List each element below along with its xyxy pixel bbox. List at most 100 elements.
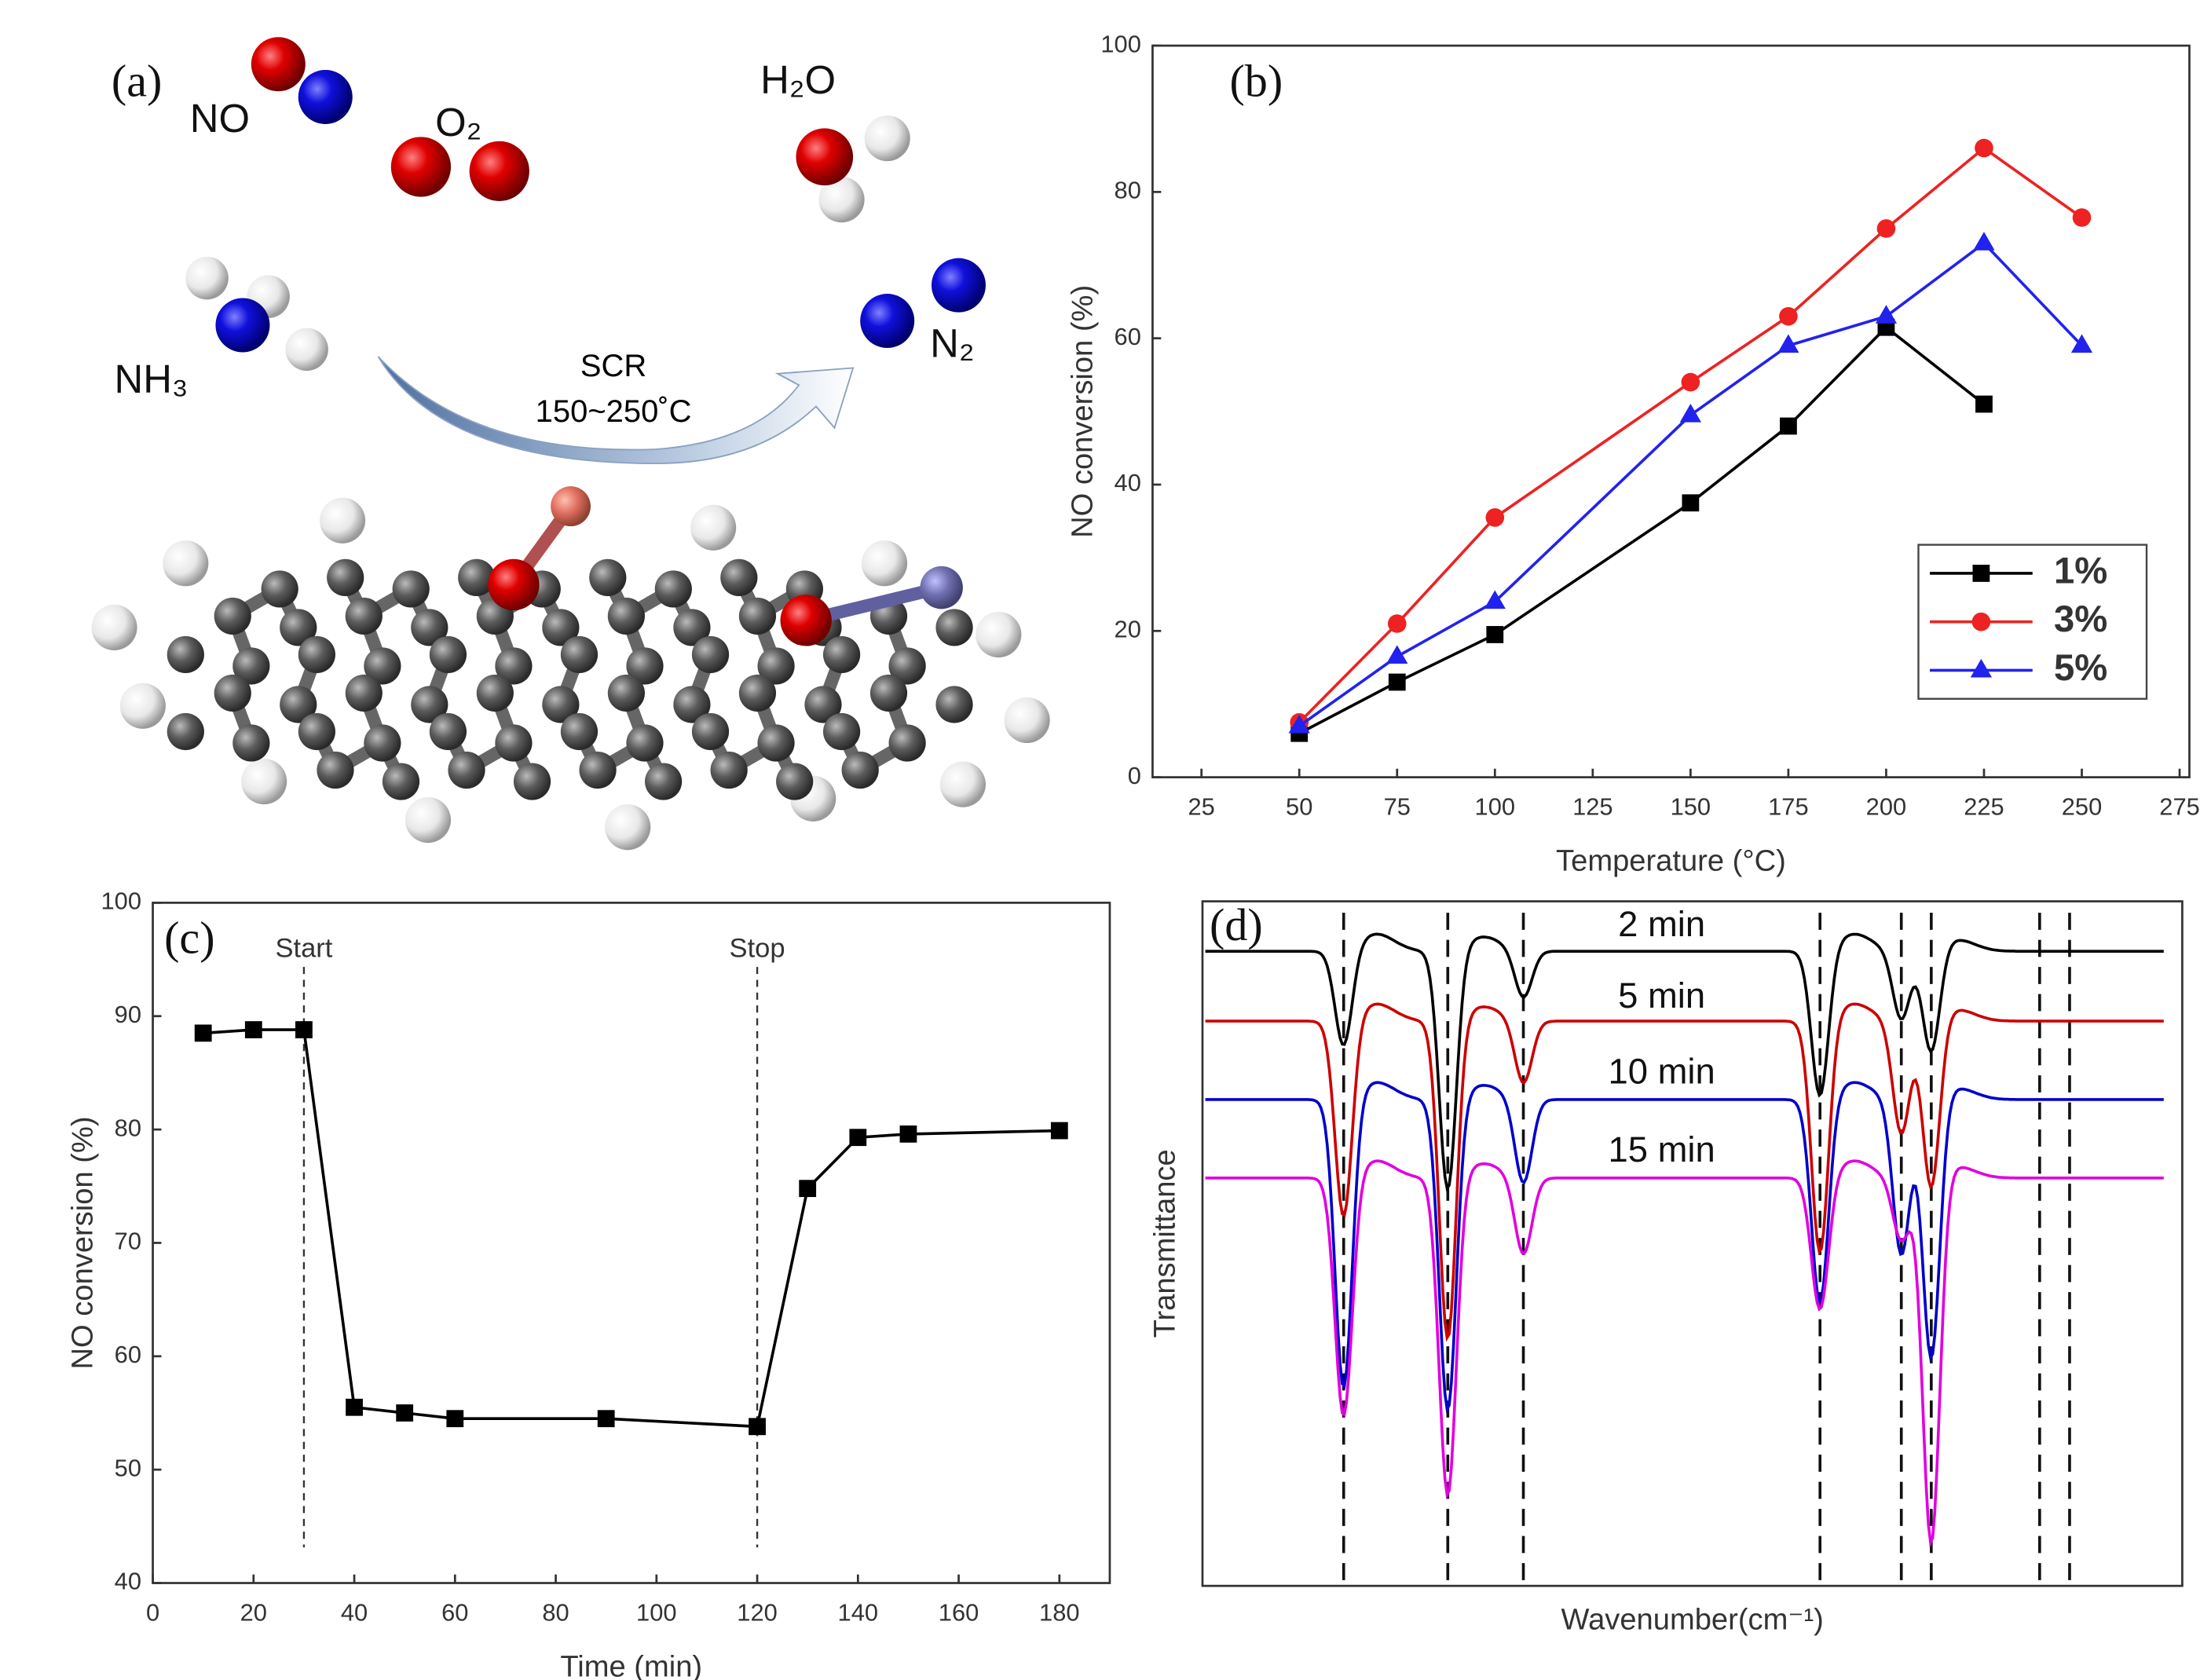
x-tick-label: 250 xyxy=(2062,793,2103,821)
marker xyxy=(295,1021,313,1038)
plot-frame xyxy=(1151,44,2191,778)
atom xyxy=(818,177,865,223)
x-tick-label: 180 xyxy=(1039,1599,1080,1627)
marker xyxy=(244,1021,262,1038)
atom xyxy=(429,712,467,751)
atom xyxy=(888,724,926,762)
legend-marker xyxy=(1970,658,1993,678)
atom xyxy=(364,647,401,685)
marker xyxy=(1484,590,1506,609)
marker xyxy=(597,1410,615,1428)
x-tick-label: 120 xyxy=(737,1599,778,1627)
atom xyxy=(796,128,854,186)
annotation: Start xyxy=(276,933,333,963)
x-tick-label: 50 xyxy=(1286,793,1312,821)
atom xyxy=(976,611,1022,658)
panel-label: (c) xyxy=(164,913,214,964)
atom xyxy=(411,609,448,646)
x-tick-label: 140 xyxy=(838,1599,879,1627)
atom xyxy=(448,751,485,789)
y-tick-label: 40 xyxy=(115,1568,141,1595)
y-tick-label: 40 xyxy=(1115,469,1141,496)
reaction-arrow xyxy=(377,356,855,465)
x-tick-label: 100 xyxy=(1475,793,1515,821)
atom xyxy=(673,686,711,723)
atom xyxy=(119,683,166,729)
series-line xyxy=(1298,241,2083,727)
atom xyxy=(251,37,306,92)
atom xyxy=(560,712,599,751)
x-tick-label: 175 xyxy=(1768,793,1808,821)
atom xyxy=(167,635,204,674)
spectrum xyxy=(1205,932,2164,1192)
atom xyxy=(673,609,711,646)
x-tick-label: 80 xyxy=(542,1599,569,1627)
series-line xyxy=(1298,325,1986,735)
atom xyxy=(920,565,963,609)
arrow-label: SCR xyxy=(580,349,646,383)
y-tick-label: 100 xyxy=(1100,30,1141,57)
atom xyxy=(280,609,317,646)
x-tick-label: 150 xyxy=(1671,793,1711,821)
atom xyxy=(476,674,514,712)
atom xyxy=(364,724,401,762)
marker xyxy=(899,1125,917,1143)
molecule-label: H₂O xyxy=(760,57,836,102)
x-tick-label: 160 xyxy=(939,1599,979,1627)
atom xyxy=(654,570,692,608)
marker xyxy=(1681,372,1700,392)
molecules xyxy=(91,37,1050,851)
x-tick-label: 0 xyxy=(146,1599,159,1627)
marker xyxy=(1288,714,1310,734)
marker xyxy=(1386,645,1408,664)
marker xyxy=(446,1410,464,1428)
arrow-label: 150~250˚C xyxy=(536,394,692,429)
marker xyxy=(1682,494,1700,512)
atom xyxy=(607,674,645,712)
atom xyxy=(495,724,533,762)
marker xyxy=(1387,614,1407,633)
legend-label: 5% xyxy=(2054,647,2107,689)
atom xyxy=(935,686,973,723)
x-axis-label: Wavenumber(cm⁻¹) xyxy=(1561,1603,1824,1637)
atom xyxy=(720,558,758,596)
x-tick-label: 25 xyxy=(1188,793,1215,821)
marker xyxy=(1779,306,1798,326)
atom xyxy=(345,674,383,712)
y-axis-label: NO conversion (%) xyxy=(65,1116,99,1369)
legend-label: 3% xyxy=(2054,598,2107,640)
atom xyxy=(495,647,533,685)
atom xyxy=(645,763,683,800)
atom xyxy=(691,635,730,674)
atom xyxy=(757,647,795,685)
atom xyxy=(589,558,627,596)
x-tick-label: 40 xyxy=(341,1599,368,1627)
atom xyxy=(214,597,251,635)
atom xyxy=(841,751,879,789)
x-tick-label: 75 xyxy=(1384,793,1411,821)
atom xyxy=(626,724,664,762)
atom xyxy=(261,570,298,608)
marker xyxy=(1485,508,1505,527)
spectrum xyxy=(1205,1081,2164,1414)
atom xyxy=(298,69,353,124)
atom xyxy=(232,724,270,762)
y-tick-label: 0 xyxy=(1128,762,1141,789)
marker xyxy=(2072,208,2092,227)
atom xyxy=(392,570,430,608)
trace-label: 10 min xyxy=(1609,1051,1715,1091)
marker xyxy=(396,1404,414,1422)
x-tick-label: 20 xyxy=(240,1599,267,1627)
marker xyxy=(1486,626,1504,643)
atom xyxy=(241,759,287,805)
marker xyxy=(749,1418,766,1436)
atom xyxy=(345,597,383,635)
marker xyxy=(1050,1122,1068,1140)
atom xyxy=(939,761,986,807)
annotation: Stop xyxy=(730,933,785,963)
atom xyxy=(167,712,204,751)
atom xyxy=(776,763,814,800)
atom xyxy=(1004,697,1050,744)
atom xyxy=(935,609,973,646)
